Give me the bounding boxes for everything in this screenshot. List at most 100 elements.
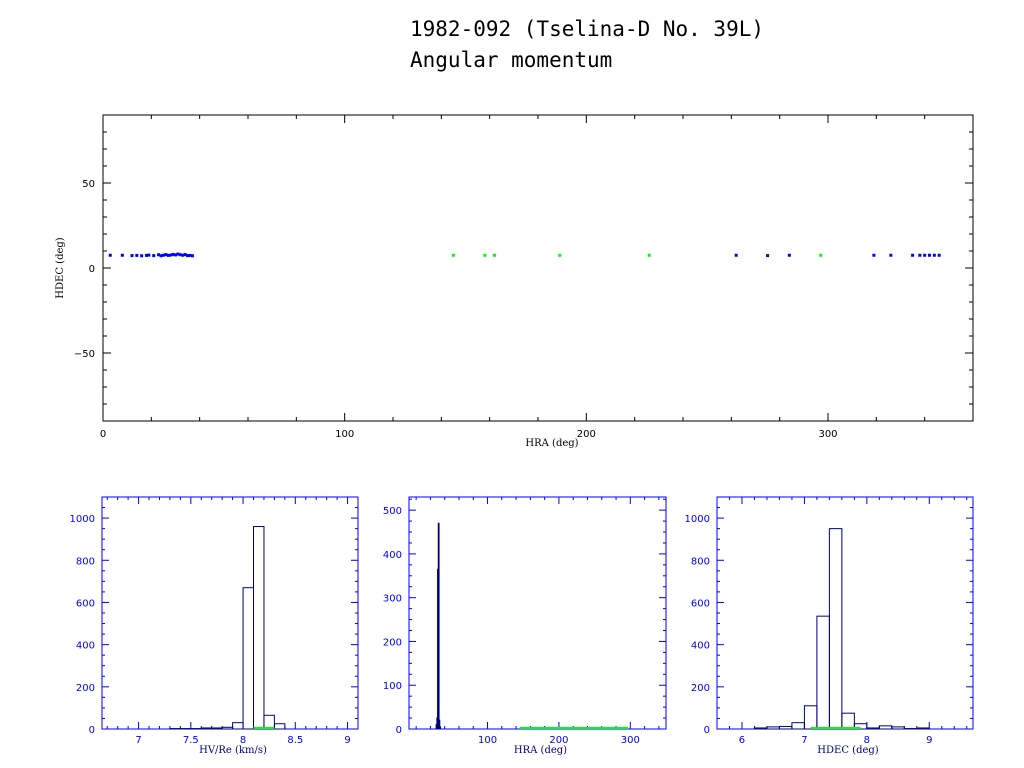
y-tick-label: 200 [691,683,710,694]
data-point [140,254,144,258]
histogram-bar [242,587,255,730]
data-point [159,254,163,258]
x-tick-label: 300 [621,735,640,746]
y-tick-label: 800 [76,556,95,567]
data-point [923,253,927,257]
data-point [147,253,151,257]
x-tick-label: 8 [240,735,246,746]
data-point [152,254,156,258]
y-tick-label: 400 [76,641,95,652]
data-point [135,253,139,257]
x-tick-label: 200 [577,429,596,440]
x-axis-label: HDEC (deg) [817,745,878,756]
y-tick-label: 0 [396,725,402,736]
histogram-bar [753,727,768,730]
histogram-frame [716,496,974,730]
histogram-frame [408,496,667,730]
data-point [937,253,941,257]
data-point [120,253,124,257]
y-tick-label: 0 [89,725,95,736]
histogram-bar [803,705,818,730]
data-point [161,253,165,257]
y-tick-label: 50 [82,179,95,190]
data-point [911,253,915,257]
x-tick-label: 7.5 [183,735,199,746]
y-axis-label: HDEC (deg) [55,237,66,298]
data-point [932,253,936,257]
x-tick-label: 200 [549,735,568,746]
x-tick-label: 0 [100,429,106,440]
histogram-bar [841,712,855,730]
y-tick-label: 800 [691,556,710,567]
histogram-bar [778,725,793,730]
data-point [483,253,487,257]
data-point [493,253,496,257]
data-point [188,253,192,257]
histogram-bar [766,726,780,730]
data-point [108,253,112,257]
y-tick-label: 1000 [685,514,710,525]
histogram-bar [791,722,805,730]
data-point [190,254,194,258]
y-tick-label: 400 [691,641,710,652]
x-tick-label: 300 [818,429,837,440]
x-axis-label: HV/Re (km/s) [199,745,267,756]
data-point [166,253,170,257]
y-tick-label: 200 [383,637,402,648]
y-tick-label: 200 [76,683,95,694]
y-tick-label: 0 [89,264,95,275]
x-tick-label: 7 [135,735,141,746]
y-tick-label: −50 [74,349,95,360]
data-point [178,253,182,257]
x-tick-label: 9 [926,735,932,746]
y-tick-label: 1000 [70,514,95,525]
data-point [186,254,190,258]
y-tick-label: 400 [383,550,402,561]
x-axis-label: HRA (deg) [525,438,578,449]
histogram-bar [878,725,893,730]
y-tick-label: 0 [704,725,710,736]
y-tick-label: 100 [383,681,402,692]
histogram-bar [439,726,441,730]
data-point [157,253,161,257]
x-tick-label: 8 [864,735,870,746]
histogram-bar [437,522,440,730]
y-tick-label: 600 [691,598,710,609]
chart-title: 1982-092 (Tselina-D No. 39L) [410,17,765,41]
histogram-bar [253,526,265,730]
histogram-frame [101,496,359,730]
histogram-bar [828,528,843,730]
data-point [145,253,148,257]
histogram-bar [200,727,213,730]
data-point [181,253,185,257]
x-tick-label: 100 [478,735,497,746]
histogram-bar [891,726,905,730]
histogram-bar [816,615,830,730]
y-tick-label: 500 [383,506,402,517]
histogram-bar [232,722,244,730]
x-tick-label: 7 [801,735,807,746]
data-point [176,252,180,256]
histogram-bar [273,723,286,730]
x-tick-label: 8.5 [287,735,303,746]
data-point [766,254,770,258]
data-point [174,253,177,257]
data-point [451,253,455,257]
data-point [787,253,791,257]
x-tick-label: 100 [335,429,354,440]
data-point [889,253,893,257]
data-point [819,253,823,257]
data-point [734,253,738,257]
data-point [872,253,876,257]
scatter-frame [102,114,974,422]
chart-subtitle: Angular momentum [410,48,613,72]
histogram-bar [866,727,880,730]
data-point [171,252,175,256]
data-point [183,253,187,257]
histogram-bar [916,727,930,730]
x-tick-label: 9 [344,735,350,746]
y-tick-label: 300 [383,594,402,605]
data-point [130,254,134,258]
x-tick-label: 6 [739,735,745,746]
